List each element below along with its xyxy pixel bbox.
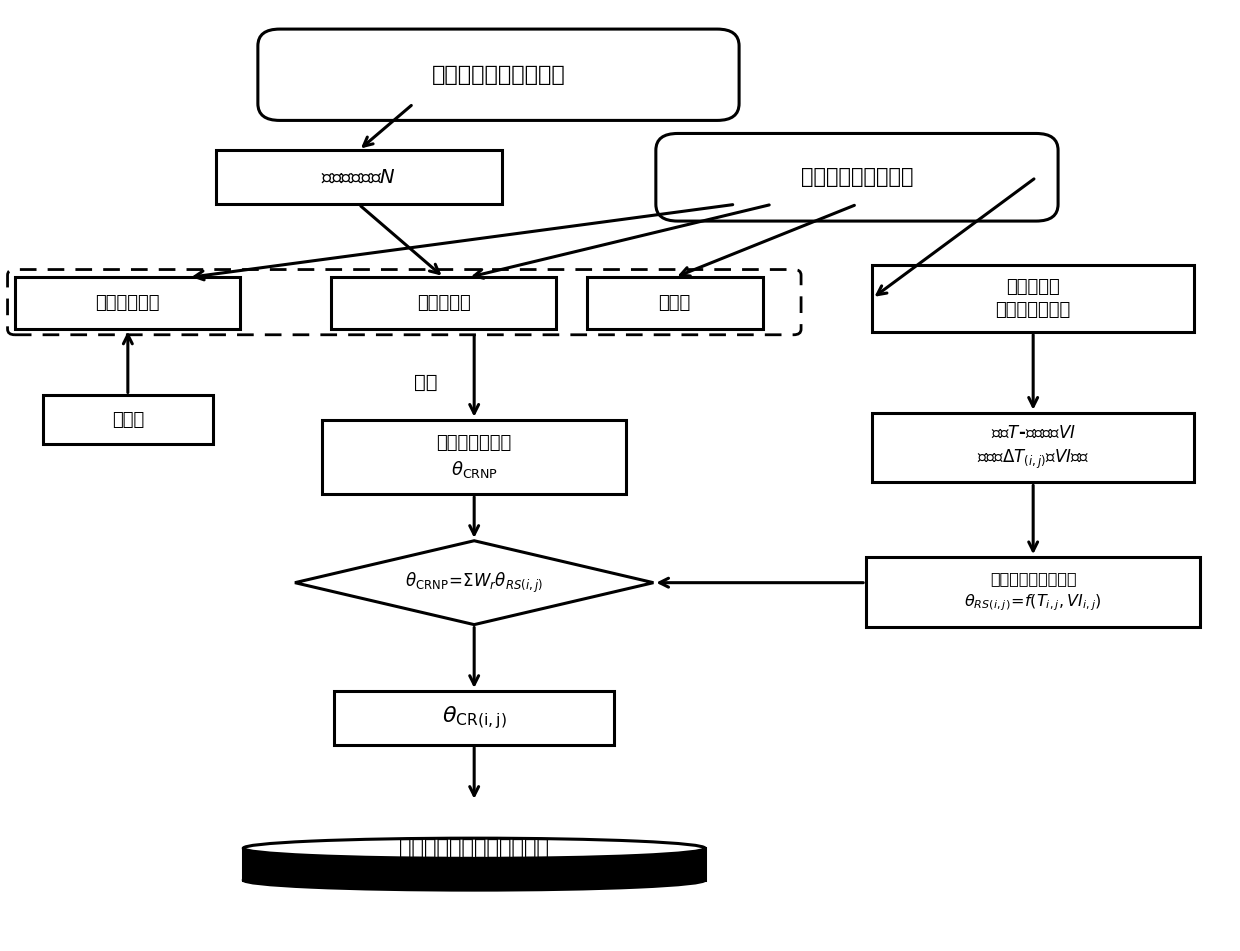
FancyBboxPatch shape	[42, 396, 213, 444]
FancyBboxPatch shape	[872, 265, 1194, 332]
Text: 中小尺度土壤水监测新方法: 中小尺度土壤水监测新方法	[399, 838, 549, 859]
Text: 热红外成像
可见近红外成像: 热红外成像 可见近红外成像	[996, 278, 1071, 320]
FancyBboxPatch shape	[322, 419, 626, 495]
Polygon shape	[295, 541, 653, 625]
Text: 无人机近地遥感系统: 无人机近地遥感系统	[801, 167, 913, 187]
Text: 温度$T$-植被指数$VI$
热惯量$\Delta T_{(i,j)}$与$VI$分布: 温度$T$-植被指数$VI$ 热惯量$\Delta T_{(i,j)}$与$VI…	[977, 424, 1090, 471]
Text: 宇宙射线中子监测系统: 宇宙射线中子监测系统	[432, 65, 565, 85]
FancyBboxPatch shape	[258, 29, 739, 121]
FancyBboxPatch shape	[335, 690, 614, 745]
Polygon shape	[243, 848, 706, 880]
FancyBboxPatch shape	[587, 278, 763, 329]
Text: 非土壤水氢: 非土壤水氢	[417, 294, 471, 312]
Text: 植被氢: 植被氢	[658, 294, 691, 312]
FancyBboxPatch shape	[331, 278, 557, 329]
FancyBboxPatch shape	[15, 278, 241, 329]
FancyBboxPatch shape	[216, 150, 501, 204]
Text: 土壤水空间分布模型
$\theta_{RS(i,j)}\!=\!f(T_{i,j},VI_{i,j})$: 土壤水空间分布模型 $\theta_{RS(i,j)}\!=\!f(T_{i,j…	[965, 572, 1102, 612]
Text: 土壤宏观含水量
$\theta_{\rm CRNP}$: 土壤宏观含水量 $\theta_{\rm CRNP}$	[436, 435, 512, 479]
Text: $\theta_{\rm CR(i,j)}$: $\theta_{\rm CR(i,j)}$	[441, 705, 507, 731]
FancyBboxPatch shape	[866, 557, 1200, 627]
FancyBboxPatch shape	[872, 413, 1194, 482]
Text: 气压、大气水: 气压、大气水	[95, 294, 160, 312]
Ellipse shape	[243, 870, 706, 890]
Ellipse shape	[243, 838, 706, 859]
FancyBboxPatch shape	[656, 133, 1058, 221]
Text: 气象站: 气象站	[112, 411, 144, 429]
Text: 校正: 校正	[414, 373, 438, 392]
Text: 近地快中子数$N$: 近地快中子数$N$	[321, 167, 397, 186]
Text: $\theta_{\rm CRNP}\!=\!\Sigma W_r\theta_{RS(i,j)}$: $\theta_{\rm CRNP}\!=\!\Sigma W_r\theta_…	[405, 571, 543, 594]
